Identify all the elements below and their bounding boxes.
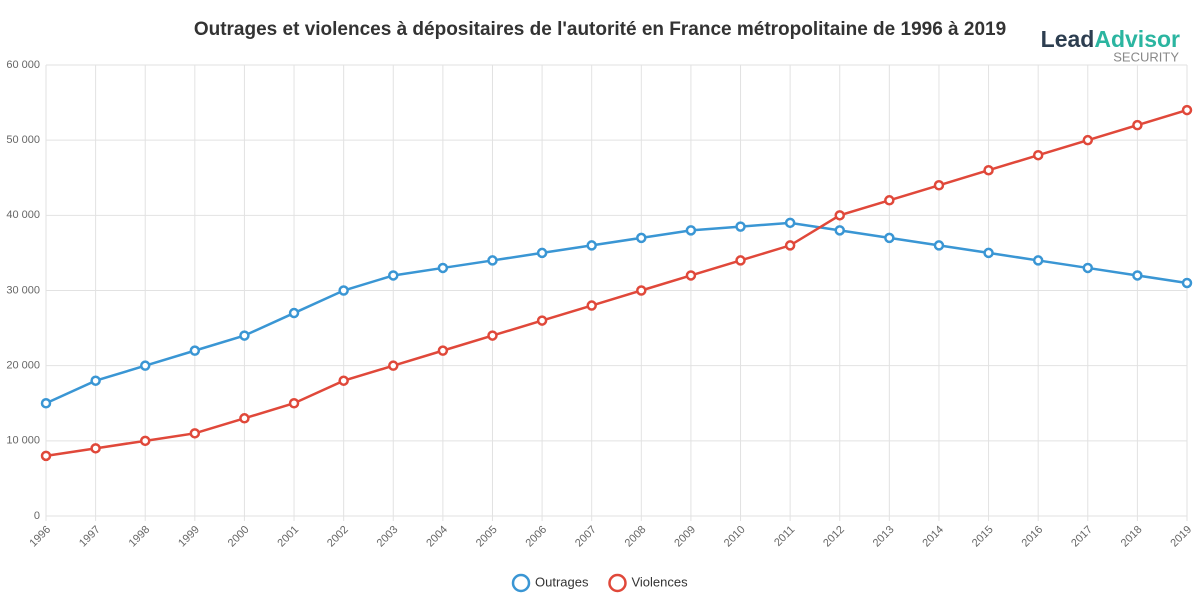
point <box>586 240 597 251</box>
x-tick-label: 2002 <box>325 524 351 550</box>
point <box>139 360 151 371</box>
chart-title: Outrages et violences à dépositaires de … <box>194 19 1006 40</box>
legend-marker <box>511 573 531 593</box>
x-tick-label: 2011 <box>772 524 797 549</box>
y-tick-label: 0 <box>34 510 40 522</box>
logo-tagline: SECURITY <box>1113 49 1179 64</box>
point <box>834 225 845 236</box>
x-tick-label: 2014 <box>920 524 946 550</box>
point <box>1181 104 1193 116</box>
x-tick-label: 2005 <box>474 524 500 550</box>
point <box>586 300 597 311</box>
line <box>45 221 1188 405</box>
x-tick-label: 2015 <box>970 524 996 550</box>
point <box>834 210 845 221</box>
point <box>1132 270 1143 281</box>
point <box>40 450 52 462</box>
x-tick-label: 1998 <box>127 524 153 550</box>
point <box>636 232 647 244</box>
point <box>884 195 895 206</box>
y-tick-label: 50 000 <box>6 134 40 146</box>
point <box>735 221 746 232</box>
x-tick-label: 1996 <box>27 524 53 550</box>
point <box>487 255 498 266</box>
x-tick-label: 2010 <box>722 524 748 550</box>
point <box>40 398 52 409</box>
point <box>189 428 201 439</box>
legend-label: Outrages <box>535 574 589 589</box>
point <box>288 307 300 319</box>
x-tick-label: 2004 <box>424 524 450 550</box>
point <box>1132 119 1143 131</box>
legend-marker <box>608 573 627 593</box>
x-tick-label: 2018 <box>1119 524 1145 550</box>
point <box>487 330 498 341</box>
point <box>239 413 250 424</box>
point <box>288 398 300 409</box>
point <box>933 240 945 251</box>
y-tick-label: 20 000 <box>6 360 40 372</box>
point <box>784 217 796 229</box>
point <box>685 270 697 281</box>
point <box>437 262 449 274</box>
point <box>239 330 250 341</box>
point <box>1082 262 1094 274</box>
x-tick-label: 1999 <box>176 524 202 550</box>
x-tick-label: 2012 <box>821 524 847 550</box>
point <box>338 285 349 296</box>
point <box>338 375 349 386</box>
y-tick-label: 30 000 <box>6 284 40 296</box>
logo: LeadAdvisor <box>1041 26 1180 52</box>
x-tick-label: 2008 <box>623 524 649 550</box>
x-tick-label: 2003 <box>375 524 401 550</box>
point <box>983 164 994 176</box>
point <box>1181 277 1193 289</box>
logo-lead: Lead <box>1041 26 1095 52</box>
x-tick-label: 2007 <box>573 524 599 550</box>
point <box>139 435 151 447</box>
y-tick-label: 40 000 <box>6 209 40 221</box>
point <box>933 180 945 191</box>
point <box>685 225 697 236</box>
x-tick-label: 2001 <box>275 524 301 550</box>
point <box>388 360 399 371</box>
point <box>735 255 746 266</box>
point <box>536 315 548 326</box>
point <box>90 443 101 454</box>
y-tick-label: 60 000 <box>6 59 40 71</box>
point <box>90 375 101 386</box>
x-tick-label: 2017 <box>1069 524 1095 550</box>
x-tick-label: 2016 <box>1020 524 1046 550</box>
point <box>536 247 548 259</box>
point <box>884 232 895 244</box>
x-tick-label: 2019 <box>1168 524 1194 550</box>
y-tick-label: 10 000 <box>6 435 40 447</box>
point <box>437 345 449 356</box>
point <box>784 240 796 251</box>
x-tick-label: 2006 <box>523 524 549 550</box>
point <box>1032 255 1044 266</box>
legend-label: Violences <box>631 574 688 589</box>
point <box>983 247 994 259</box>
logo-advisor: Advisor <box>1094 26 1180 52</box>
point <box>388 270 399 281</box>
point <box>636 285 647 296</box>
point <box>1032 149 1044 161</box>
line <box>45 108 1188 458</box>
x-tick-label: 1997 <box>77 524 103 550</box>
x-tick-label: 2009 <box>672 524 698 550</box>
point <box>189 345 201 356</box>
point <box>1082 134 1094 146</box>
x-tick-label: 2000 <box>226 524 252 550</box>
x-tick-label: 2013 <box>871 524 897 550</box>
